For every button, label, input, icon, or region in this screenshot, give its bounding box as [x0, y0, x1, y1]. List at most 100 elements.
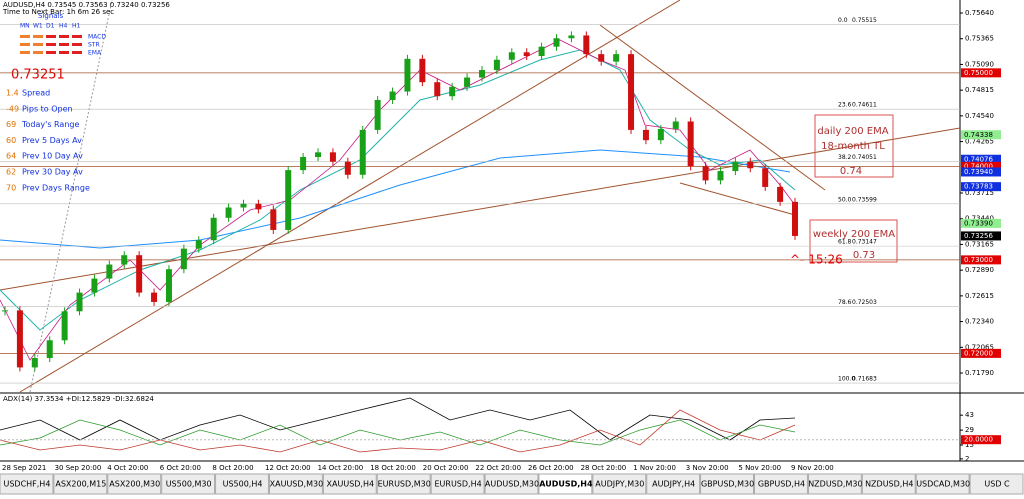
candle [508, 52, 515, 60]
signal-dash [20, 51, 30, 54]
tab-label[interactable]: XAUUSD,M30 [270, 480, 324, 489]
tab[interactable] [754, 473, 808, 495]
candle [16, 310, 23, 368]
candle [687, 121, 694, 167]
candle [240, 203, 247, 208]
tab[interactable] [646, 473, 701, 495]
x-tick-label: 4 Oct 20:00 [107, 464, 148, 472]
y-tick-label: 0.75090 [965, 60, 994, 68]
adx-title: ADX(14) 37.3534 +DI:12.5829 -DI:32.6824 [3, 395, 154, 403]
candle [359, 129, 366, 175]
signal-dash [46, 51, 56, 54]
candle [583, 35, 590, 55]
candle [747, 161, 754, 169]
x-tick-label: 8 Oct 20:00 [212, 464, 253, 472]
tab[interactable] [376, 473, 431, 495]
signal-dash [72, 35, 82, 38]
tab-label[interactable]: AUDJPY,H4 [652, 480, 695, 489]
tab[interactable] [915, 473, 970, 495]
x-tick-label: 22 Oct 20:00 [475, 464, 521, 472]
x-tick-label: 28 Sep 2021 [2, 464, 46, 472]
tab[interactable] [430, 473, 485, 495]
price-marker-label: 0.73000 [964, 256, 993, 264]
candle [136, 255, 143, 293]
x-tick-label: 28 Oct 20:00 [581, 464, 627, 472]
candle [449, 86, 456, 97]
y-tick-label: 2 [965, 455, 969, 463]
tab-label[interactable]: NZDUSD,H4 [865, 480, 913, 489]
tab-label[interactable]: GBPUSD,M30 [701, 480, 754, 489]
tab[interactable] [0, 473, 54, 495]
y-tick-label: 0.75640 [965, 9, 994, 17]
signal-dash [72, 51, 82, 54]
tab-label[interactable]: EURUSD,H4 [434, 480, 481, 489]
tab[interactable] [592, 473, 647, 495]
x-tick-label: 26 Oct 20:00 [528, 464, 574, 472]
candle [613, 54, 620, 62]
tab-label[interactable]: AUDUSD,M30 [485, 480, 539, 489]
fib-level: 0.0 [838, 17, 848, 24]
timeframe: H1 [72, 23, 81, 30]
annotation: weekly 200 EMA [813, 229, 895, 240]
tab-label[interactable]: US500,H4 [223, 480, 263, 489]
tab[interactable] [161, 473, 216, 495]
tab[interactable] [861, 473, 916, 495]
tab-label[interactable]: USDCAD,M30 [916, 480, 970, 489]
tab-label[interactable]: GBPUSD,H4 [758, 480, 805, 489]
candle [106, 264, 113, 279]
info-num: -49 [6, 104, 19, 113]
x-tick-label: 12 Oct 20:00 [265, 464, 311, 472]
signal-dash [33, 51, 43, 54]
info-num: 1.4 [6, 89, 19, 98]
tab[interactable] [969, 473, 1024, 495]
candle [404, 58, 411, 92]
fib-level: 100.0 [838, 376, 855, 383]
tab[interactable] [268, 473, 323, 495]
candle [598, 54, 605, 62]
candle [493, 59, 500, 71]
fib-price: 0.73599 [852, 196, 877, 203]
fib-price: 0.74611 [852, 102, 877, 109]
trend-line [19, 0, 681, 393]
tab-label[interactable]: AUDUSD,H4 [539, 480, 593, 489]
tab[interactable] [807, 473, 862, 495]
tab[interactable] [700, 473, 755, 495]
candle [419, 58, 426, 83]
candle [76, 292, 83, 312]
candle [762, 168, 769, 187]
fib-price: 0.72503 [852, 299, 877, 306]
tab[interactable] [322, 473, 377, 495]
candle [374, 99, 381, 130]
price-marker-label: 0.73783 [964, 183, 993, 191]
ema-line [0, 149, 791, 249]
tab-label[interactable]: USD C [984, 480, 1010, 489]
tab[interactable] [215, 473, 269, 495]
price-marker-label: 0.74000 [964, 162, 993, 170]
candle [315, 152, 322, 158]
annotation-box [809, 219, 898, 263]
tab-label[interactable]: ASX200,M15 [55, 480, 106, 489]
y-tick-label: 43 [965, 411, 974, 419]
timeframe: W1 [33, 23, 43, 30]
candle [389, 91, 396, 100]
y-tick-label: 0.73165 [965, 240, 994, 248]
tab-label[interactable]: USDCHF,H4 [3, 480, 50, 489]
price-marker-label: 0.73256 [964, 232, 993, 240]
candle [165, 269, 172, 302]
fib-level: 23.6 [838, 102, 852, 109]
tab[interactable] [538, 473, 593, 495]
candle [464, 77, 471, 87]
price-marker [961, 255, 1001, 265]
tab-label[interactable]: ASX200,M30 [109, 480, 160, 489]
tab[interactable] [53, 473, 108, 495]
tab[interactable] [484, 473, 539, 495]
tab-label[interactable]: AUDJPY,M30 [595, 480, 644, 489]
tab-label[interactable]: EURUSD,M30 [378, 480, 431, 489]
tab[interactable] [107, 473, 162, 495]
fib-price: 0.74051 [852, 154, 877, 161]
timeframe: D1 [46, 23, 55, 30]
tab-label[interactable]: NZDUSD,M30 [808, 480, 862, 489]
tab-label[interactable]: US500,M30 [166, 480, 212, 489]
tab-label[interactable]: XAUUSD,H4 [327, 480, 375, 489]
